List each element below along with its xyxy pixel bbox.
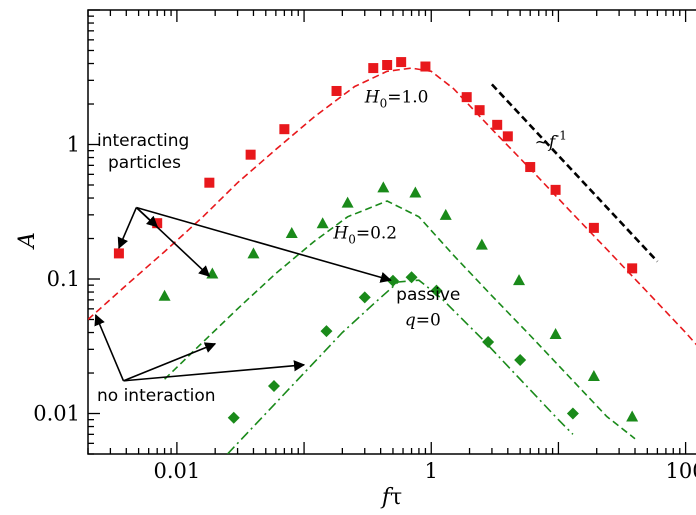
h0-02-label-value: =0.2 — [356, 224, 397, 244]
triangle-marker — [409, 186, 422, 198]
diamond-marker — [566, 407, 579, 420]
fpower-label-main: ~f — [535, 132, 558, 152]
square-marker — [420, 61, 431, 72]
triangle-marker — [626, 410, 639, 422]
interacting-particles-label-line2: particles — [108, 153, 181, 173]
h0-10-label: H0=1.0 — [364, 88, 429, 111]
diamond-marker — [358, 291, 371, 304]
triangle-marker — [247, 247, 260, 259]
triangle-marker — [158, 289, 171, 301]
h0-02-label-main: H — [332, 224, 349, 244]
fit-line-dashed — [88, 67, 696, 346]
plot-frame — [87, 9, 696, 455]
annotation-arrow — [135, 206, 211, 277]
square-marker — [502, 131, 513, 142]
passive-label: passive — [396, 285, 460, 305]
annotation-arrow — [123, 360, 306, 382]
triangle-marker — [341, 196, 354, 208]
q0-label-main: q — [405, 311, 416, 331]
square-marker — [627, 263, 638, 274]
triangle-marker — [513, 274, 526, 286]
triangle-marker — [377, 181, 390, 193]
diamond-marker — [430, 284, 443, 297]
diamond-marker — [405, 271, 418, 284]
triangle-marker — [549, 328, 562, 340]
annotation-arrow — [94, 313, 125, 382]
triangle-marker — [587, 370, 600, 382]
diamond-marker — [227, 411, 240, 424]
fit-lines — [88, 67, 696, 454]
square-marker — [492, 119, 503, 130]
square-marker — [461, 92, 472, 103]
x-axis-label: fτ — [380, 485, 402, 510]
annotation-arrow — [117, 207, 138, 250]
y-tick-label: 1 — [67, 133, 80, 157]
y-axis-label: A — [15, 232, 40, 250]
data-markers — [113, 57, 639, 424]
diamond-marker — [267, 380, 280, 393]
no-interaction-label: no interaction — [97, 386, 216, 406]
axis-ticks — [87, 9, 687, 455]
interacting-particles-label-line1: interacting — [97, 131, 189, 151]
y-tick-label: 0.1 — [47, 267, 80, 291]
q0-label-value: =0 — [416, 311, 441, 331]
fit-line-dashed — [490, 83, 659, 263]
fit-line-dashdot — [226, 279, 574, 454]
fpower-label: ~f-1 — [535, 128, 567, 152]
fpower-label-superscript: -1 — [555, 128, 567, 142]
triangle-marker — [206, 267, 219, 279]
square-marker — [279, 124, 290, 135]
triangle-marker — [285, 226, 298, 238]
q0-label: q=0 — [405, 311, 441, 331]
square-marker — [588, 222, 599, 233]
x-tick-label: 1 — [425, 459, 438, 483]
square-marker — [368, 63, 379, 74]
square-marker — [382, 60, 393, 71]
square-marker — [396, 57, 407, 68]
square-marker — [204, 177, 215, 188]
x-tick-label: 0.01 — [154, 459, 201, 483]
h0-10-label-main: H — [364, 88, 381, 108]
x-axis-label-symbol: τ — [390, 485, 402, 510]
h0-10-label-value: =1.0 — [387, 88, 428, 108]
triangle-marker — [316, 217, 329, 229]
triangle-marker — [475, 238, 488, 250]
square-marker — [525, 162, 536, 173]
diamond-marker — [482, 336, 495, 349]
h0-02-label-subscript: 0 — [348, 233, 356, 247]
square-marker — [245, 149, 256, 160]
square-marker — [550, 184, 561, 195]
annotation-arrows — [94, 206, 392, 382]
annotation-arrow — [136, 206, 392, 283]
square-marker — [113, 248, 124, 259]
fit-line-dashed — [164, 200, 636, 440]
y-tick-label: 0.01 — [33, 402, 80, 426]
square-marker — [331, 85, 342, 96]
h0-10-label-subscript: 0 — [380, 97, 388, 111]
annotation-arrow — [123, 342, 217, 382]
tick-labels: 0.01 1 100 0.01 0.1 1 — [33, 133, 696, 483]
x-tick-label: 100 — [666, 459, 696, 483]
h0-02-label: H0=0.2 — [332, 224, 397, 247]
diamond-marker — [320, 325, 333, 338]
triangle-marker — [439, 208, 452, 220]
square-marker — [474, 105, 485, 116]
diamond-marker — [514, 353, 527, 366]
